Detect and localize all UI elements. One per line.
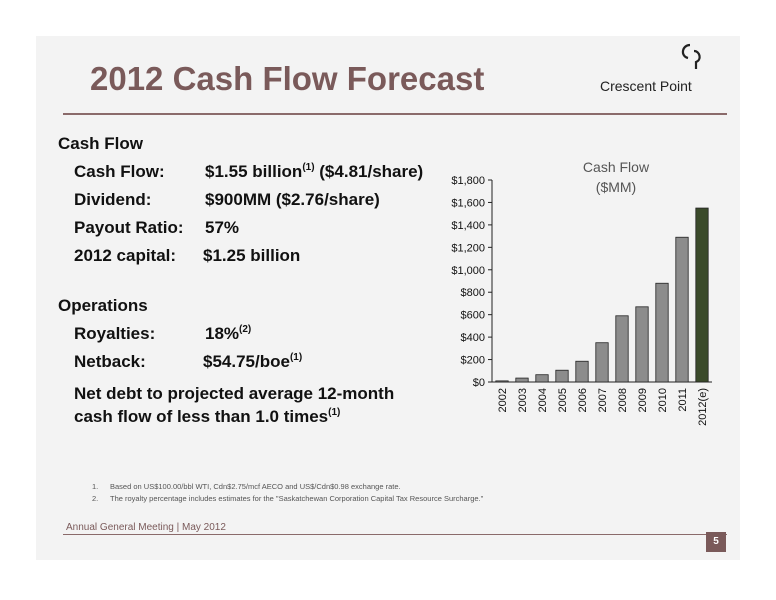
bullet-content: Cash Flow Cash Flow: $1.55 billion(1) ($…: [58, 130, 423, 428]
netback-value-group: $54.75/boe(1): [203, 348, 302, 376]
y-tick-label: $1,000: [451, 265, 485, 277]
crescent-logo-icon: [681, 43, 701, 69]
company-logo: Crescent Point: [592, 38, 722, 98]
royalties-value: 18%: [205, 324, 240, 343]
net-debt-line-2-group: cash flow of less than 1.0 times(1): [58, 405, 394, 428]
netback-value: $54.75/boe: [203, 352, 290, 371]
y-tick-label: $400: [461, 332, 485, 344]
footnote-text: The royalty percentage includes estimate…: [110, 494, 484, 503]
bar: [495, 380, 509, 383]
y-tick-label: $1,600: [451, 197, 485, 209]
net-debt-line-2: cash flow of less than 1.0 times: [74, 407, 329, 426]
net-debt-line-1: Net debt to projected average 12-month: [74, 384, 395, 403]
cash-flow-heading: Cash Flow: [58, 134, 144, 153]
footnote-number: 2.: [92, 494, 99, 503]
payout-ratio-label: Payout Ratio:: [74, 218, 184, 237]
x-tick-label: 2007: [597, 388, 609, 412]
x-tick-label: 2010: [657, 388, 669, 412]
footnote-ref: (1): [302, 162, 315, 173]
x-tick-label: 2011: [677, 388, 689, 412]
bar: [655, 282, 669, 383]
royalties-value-group: 18%(2): [205, 320, 251, 348]
bar: [635, 306, 649, 383]
footnote-ref: (2): [239, 324, 252, 335]
page-number: 5: [706, 532, 726, 552]
bar: [695, 207, 709, 383]
bar: [535, 374, 549, 383]
footnotes: 1. Based on US$100.00/bbl WTI, Cdn$2.75/m…: [92, 481, 483, 505]
footnote-2: 2. The royalty percentage includes estima…: [92, 493, 483, 505]
footer-text: Annual General Meeting | May 2012: [66, 522, 226, 533]
capital-row: 2012 capital: $1.25 billion: [58, 242, 394, 270]
royalties-label: Royalties:: [74, 324, 156, 343]
payout-ratio-value: 57%: [205, 218, 240, 237]
slide-background: [36, 36, 740, 560]
operations-heading: Operations: [58, 296, 148, 315]
x-tick-label: 2005: [557, 388, 569, 412]
page-title: 2012 Cash Flow Forecast: [90, 60, 485, 97]
footnote-number: 1.: [92, 482, 99, 491]
x-tick-label: 2006: [577, 388, 589, 412]
y-tick-label: $1,800: [451, 175, 485, 187]
footnote-ref: (1): [289, 352, 303, 363]
netback-label: Netback:: [74, 352, 146, 371]
y-tick-label: $600: [461, 310, 485, 322]
y-tick-label: $0: [473, 377, 485, 389]
capital-value: $1.25 billion: [203, 246, 301, 265]
footnote-1: 1. Based on US$100.00/bbl WTI, Cdn$2.75/m…: [92, 481, 483, 493]
bar: [675, 236, 689, 383]
cash-flow-chart: Cash Flow ($MM) $0 $200 $400 $600 $800 $1,000 $1…: [430, 150, 730, 450]
payout-ratio-row: Payout Ratio: 57%: [58, 214, 394, 242]
cash-flow-chart-svg: Cash Flow ($MM) $0 $200 $400 $600 $800 $1,000 $1…: [451, 159, 712, 426]
footnote-ref: (1): [328, 407, 341, 418]
y-tick-label: $800: [461, 287, 485, 299]
bar: [615, 315, 629, 383]
y-tick-label: $1,400: [451, 220, 485, 232]
bar: [515, 377, 529, 383]
x-tick-label: 2008: [617, 388, 629, 412]
bar: [575, 360, 589, 383]
cash-flow-value-group: $1.55 billion(1) ($4.81/share): [205, 158, 423, 186]
chart-subtitle: ($MM): [596, 179, 636, 195]
x-tick-label: 2009: [637, 388, 649, 412]
cash-flow-label: Cash Flow:: [74, 162, 165, 181]
footnote-text: Based on US$100.00/bbl WTI, Cdn$2.75/mcf…: [110, 482, 401, 491]
logo-text: Crescent Point: [600, 78, 692, 94]
netback-row: Netback: $54.75/boe(1): [58, 348, 394, 376]
footer-divider: [63, 534, 727, 535]
x-tick-label: 2003: [517, 388, 529, 412]
x-tick-label: 2012(e): [697, 388, 709, 426]
capital-label: 2012 capital:: [74, 246, 177, 265]
dividend-value: $900MM ($2.76/share): [205, 190, 380, 209]
dividend-row: Dividend: $900MM ($2.76/share): [58, 186, 394, 214]
cash-flow-value: $1.55 billion: [205, 162, 303, 181]
y-tick-label: $200: [461, 355, 485, 367]
dividend-label: Dividend:: [74, 190, 152, 209]
x-tick-label: 2004: [537, 388, 549, 412]
cash-flow-per-share: ($4.81/share): [314, 162, 424, 181]
chart-title: Cash Flow: [583, 159, 650, 175]
y-tick-label: $1,200: [451, 242, 485, 254]
bar: [595, 342, 609, 383]
title-divider: [63, 113, 727, 115]
x-tick-label: 2002: [497, 388, 509, 412]
bar: [555, 369, 569, 383]
cash-flow-row: Cash Flow: $1.55 billion(1) ($4.81/share…: [58, 158, 423, 186]
royalties-row: Royalties: 18%(2): [58, 320, 394, 348]
